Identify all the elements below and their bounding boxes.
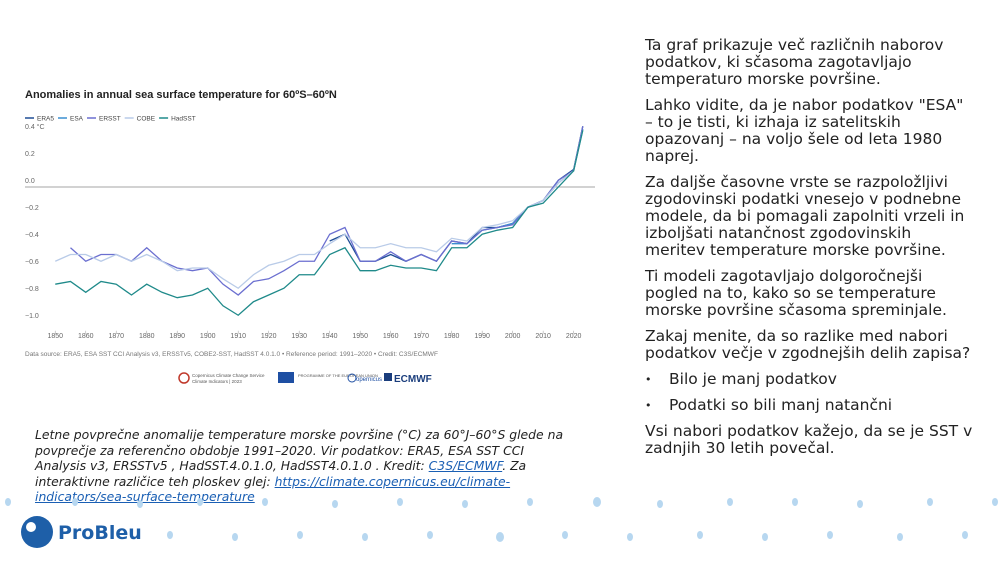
x-tick-label: 1900 xyxy=(200,333,216,340)
x-tick-label: 1920 xyxy=(261,333,277,340)
bullet-list: Bilo je manj podatkov Podatki so bili ma… xyxy=(645,371,975,415)
text-column: Ta graf prikazuje več različnih naborov … xyxy=(645,37,975,466)
logo-text: ECMWF xyxy=(394,374,432,385)
caption: Letne povprečne anomalije temperature mo… xyxy=(35,427,575,505)
series-line xyxy=(54,130,584,290)
paragraph: Lahko vidite, da je nabor podatkov "ESA"… xyxy=(645,96,964,165)
y-tick-label: −0.8 xyxy=(25,286,39,293)
x-tick-label: 1950 xyxy=(352,333,368,340)
caption-text: Letne povprečne anomalije temperature mo… xyxy=(35,427,564,473)
brand-name: ProBleu xyxy=(58,522,142,544)
caption-text: . Za interaktivne različice teh ploskev … xyxy=(35,458,527,489)
c3s-icon xyxy=(178,372,190,384)
legend-label: ERA5 xyxy=(37,116,54,123)
x-tick-label: 1880 xyxy=(139,333,155,340)
series-line xyxy=(70,126,584,296)
chart: Anomalies in annual sea surface temperat… xyxy=(25,89,595,358)
legend: ERA5 ESA ERSST COBE HadSST xyxy=(25,116,196,123)
legend-label: COBE xyxy=(137,116,156,123)
y-tick-label: 0.0 xyxy=(25,178,35,185)
x-tick-label: 1960 xyxy=(383,333,399,340)
x-tick-label: 1970 xyxy=(413,333,429,340)
x-tick-label: 1860 xyxy=(78,333,94,340)
y-tick-label: −1.0 xyxy=(25,313,39,320)
logo-text: Copernicus Climate Change Service xyxy=(192,373,265,378)
caption-link[interactable]: C3S/ECMWF xyxy=(428,458,503,473)
legend-label: HadSST xyxy=(171,116,196,123)
ecmwf-icon xyxy=(384,373,392,381)
x-tick-label: 1890 xyxy=(169,333,185,340)
brand-icon xyxy=(21,516,53,548)
legend-label: ERSST xyxy=(99,116,121,123)
y-tick-label: 0.4 °C xyxy=(25,123,45,131)
paragraph: Vsi nabori podatkov kažejo, da se je SST… xyxy=(645,422,973,457)
series-line xyxy=(55,130,584,317)
paragraph: Zakaj menite, da so razlike med nabori p… xyxy=(645,327,971,362)
chart-title: Anomalies in annual sea surface temperat… xyxy=(25,89,337,101)
drops xyxy=(5,497,998,542)
y-tick-label: −0.6 xyxy=(25,259,39,266)
x-tick-label: 1910 xyxy=(230,333,246,340)
copernicus-icon xyxy=(347,373,357,383)
x-tick-label: 2010 xyxy=(535,333,551,340)
legend-label: ESA xyxy=(70,116,84,123)
x-tick-label: 1930 xyxy=(291,333,307,340)
y-tick-label: 0.2 xyxy=(25,151,35,158)
logo-text: Climate Indicators | 2023 xyxy=(192,379,242,384)
y-tick-label: −0.4 xyxy=(25,232,39,239)
x-tick-label: 1870 xyxy=(108,333,124,340)
y-tick-label: −0.2 xyxy=(25,205,39,212)
x-tick-label: 1980 xyxy=(444,333,460,340)
logos: Copernicus Climate Change Service Climat… xyxy=(170,370,470,390)
bullet: Bilo je manj podatkov xyxy=(645,371,975,389)
logo-strip: Copernicus Climate Change Service Climat… xyxy=(178,372,432,385)
logo-text: opernicus xyxy=(356,377,382,383)
x-tick-label: 1940 xyxy=(322,333,338,340)
eu-flag xyxy=(278,372,294,383)
paragraph: Ta graf prikazuje več različnih naborov … xyxy=(645,36,944,88)
x-tick-label: 2020 xyxy=(566,333,582,340)
brand-icon xyxy=(26,522,36,532)
decoration: ProBleu xyxy=(5,497,998,548)
x-tick-label: 2000 xyxy=(505,333,521,340)
x-tick-label: 1990 xyxy=(474,333,490,340)
x-tick-label: 1850 xyxy=(47,333,63,340)
series-line xyxy=(329,126,584,263)
bullet: Podatki so bili manj natančni xyxy=(645,397,975,415)
paragraph: Za daljše časovne vrste se razpoložljivi… xyxy=(645,173,965,259)
series-line xyxy=(451,128,584,245)
source: Data source: ERA5, ESA SST CCI Analysis … xyxy=(25,351,438,358)
paragraph: Ti modeli zagotavljajo dolgoročnejši pog… xyxy=(645,267,947,319)
logo-text: PROGRAMME OF THE EUROPEAN UNION xyxy=(298,373,378,378)
